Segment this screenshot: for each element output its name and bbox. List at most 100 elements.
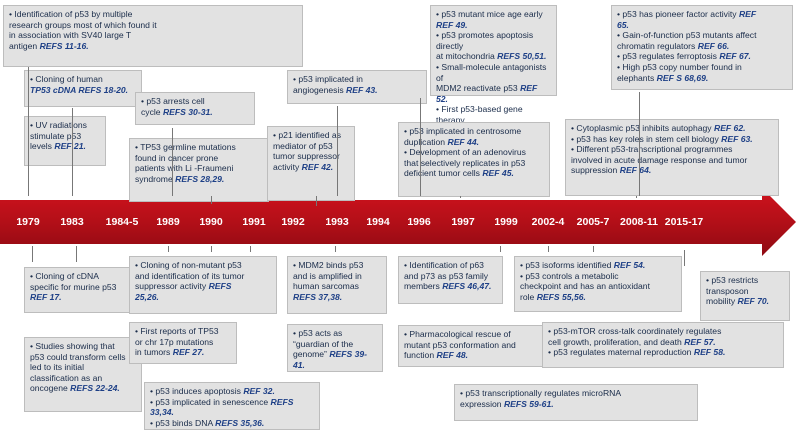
reference-label: REF 45. (482, 168, 514, 179)
event-text: • p53 implicated in senescence (150, 396, 271, 407)
event-line: • p53 has pioneer factor activity REF (617, 9, 787, 20)
event-line: elephants REF S 68,69. (617, 73, 787, 84)
connector-line (76, 246, 77, 262)
event-text: at mitochondria (436, 51, 498, 62)
event-line: • Identification of p53 by multiple (9, 9, 297, 20)
event-line: • p53 acts as (293, 328, 377, 339)
connector-line (639, 92, 640, 196)
event-text: • p53 implicated in centrosome (404, 126, 522, 136)
event-line: • Cloning of cDNA (30, 271, 136, 282)
event-text: • MDM2 binds p53 (293, 260, 364, 270)
event-line: • p53 controls a metabolic (520, 271, 676, 282)
event-line: • Cloning of human (30, 74, 136, 85)
connector-line (250, 246, 251, 252)
reference-label: REFS 50,51. (497, 51, 547, 62)
event-text: • p53 has key roles in stem cell biology (571, 133, 722, 144)
event-line: or chr 17p mutations (135, 337, 231, 348)
event-box: • Cloning of non-mutant p53 and identific… (129, 256, 277, 314)
event-text: involved in acute damage response and tu… (571, 154, 748, 165)
event-text: activity (273, 161, 302, 172)
event-line: in association with SV40 large T (9, 30, 297, 41)
event-line: • Development of an adenovirus (404, 147, 544, 158)
event-text: found in cancer prone (135, 152, 219, 163)
reference-label: REF 64. (619, 165, 652, 176)
reference-label: REFS 28,29. (175, 173, 225, 184)
event-text: duplication (404, 136, 448, 147)
reference-label: REF 54. (613, 260, 646, 270)
event-text: angiogenesis (293, 84, 347, 95)
event-text: • TP53 germline mutations (135, 142, 236, 152)
event-line: • p53 implicated in centrosome (404, 126, 544, 137)
event-line: involved in acute damage response and tu… (571, 155, 773, 166)
event-line: • p53 regulates ferroptosis REF 67. (617, 51, 787, 62)
event-line: mobility REF 70. (706, 296, 784, 307)
event-box: • p53 induces apoptosis REF 32. • p53 imp… (144, 382, 320, 430)
reference-label: REF 62. (713, 123, 746, 133)
event-box: • Identification of p63 and p73 as p53 fa… (398, 256, 503, 304)
event-line: • First p53-based gene therapy (436, 104, 551, 125)
event-text: human sarcomas (293, 281, 359, 292)
event-text: • Gain-of-function p53 mutants affect (617, 30, 757, 41)
event-line: tumor suppressor (273, 151, 349, 162)
event-text: patients with Li -Fraumeni (135, 163, 234, 174)
event-line: chromatin regulators REF 66. (617, 41, 787, 52)
reference-label: REF 63. (721, 133, 753, 144)
event-line: that selectively replicates in p53 (404, 158, 544, 169)
event-text: • Cytoplasmic p53 inhibits autophagy (571, 123, 714, 133)
event-line: • p53 implicated in (293, 74, 421, 85)
reference-label: REFS 37,38. (293, 291, 343, 302)
event-box: • p53 has pioneer factor activity REF 65.… (611, 5, 793, 90)
event-box: • p53 implicated in centrosome duplicatio… (398, 122, 550, 197)
event-line: • p21 identified as (273, 130, 349, 141)
event-box: • p53 mutant mice age early REF 49. • p53… (430, 5, 557, 136)
event-line: • Pharmacological rescue of (404, 329, 542, 340)
event-line: MDM2 reactivate p53 REF 52. (436, 83, 551, 104)
reference-label: REF 44. (447, 136, 480, 147)
event-text: • p53 regulates maternal reproduction (548, 347, 694, 358)
event-box: • p53-mTOR cross-talk coordinately regul… (542, 322, 784, 368)
event-text: MDM2 reactivate p53 (436, 83, 521, 94)
event-text: transposon (706, 285, 749, 296)
event-text: classification as an (30, 372, 103, 383)
event-text: • High p53 copy number found in (617, 61, 742, 72)
event-line: • p53 promotes apoptosis directly (436, 30, 551, 51)
event-box: • p53 restricts transposon mobility REF 70… (700, 271, 790, 321)
reference-label: REF 21. (54, 141, 86, 152)
event-line: checkpoint and has an antioxidant (520, 281, 676, 292)
event-line: • p53 induces apoptosis REF 32. (150, 386, 314, 397)
connector-line (316, 196, 317, 206)
event-text: oncogene (30, 383, 71, 394)
event-line: classification as an (30, 373, 136, 384)
event-text: role (520, 291, 537, 302)
reference-label: REF 57. (684, 336, 716, 347)
event-line: • p53 binds DNA REFS 35,36. (150, 418, 314, 429)
reference-label: REF 48. (436, 350, 469, 361)
event-line: duplication REF 44. (404, 137, 544, 148)
year-label: 2015-17 (664, 216, 704, 228)
event-line: REF 17. (30, 292, 136, 303)
event-line: led to its initial (30, 362, 136, 373)
reference-label: REF 67. (719, 51, 751, 62)
year-label: 1999 (494, 216, 518, 228)
event-line: • Small-molecule antagonists of (436, 62, 551, 83)
year-label: 1984-5 (105, 216, 139, 228)
event-line: • p53 regulates maternal reproduction RE… (548, 347, 778, 358)
reference-label: REFS 55,56. (536, 291, 586, 302)
reference-label: REF 17. (30, 292, 62, 303)
event-text: cell growth, proliferation, and death (548, 336, 685, 347)
event-line: function REF 48. (404, 350, 542, 361)
event-line: • p53 isoforms identified REF 54. (520, 260, 676, 271)
connector-line (460, 196, 461, 198)
event-line: • p53 transcriptionally regulates microR… (460, 388, 692, 399)
year-label: 1994 (366, 216, 390, 228)
event-text: antigen (9, 40, 40, 51)
year-label: 1997 (451, 216, 475, 228)
event-line: • p53 restricts (706, 275, 784, 286)
reference-label: REF 52. (436, 83, 538, 104)
event-text: • p53 promotes apoptosis directly (436, 30, 534, 51)
event-line: transposon (706, 286, 784, 297)
event-line: • Cytoplasmic p53 inhibits autophagy REF… (571, 123, 773, 134)
event-line: specific for murine p53 (30, 282, 136, 293)
event-line: • p53 arrests cell (141, 96, 249, 107)
event-line: in tumors REF 27. (135, 347, 231, 358)
